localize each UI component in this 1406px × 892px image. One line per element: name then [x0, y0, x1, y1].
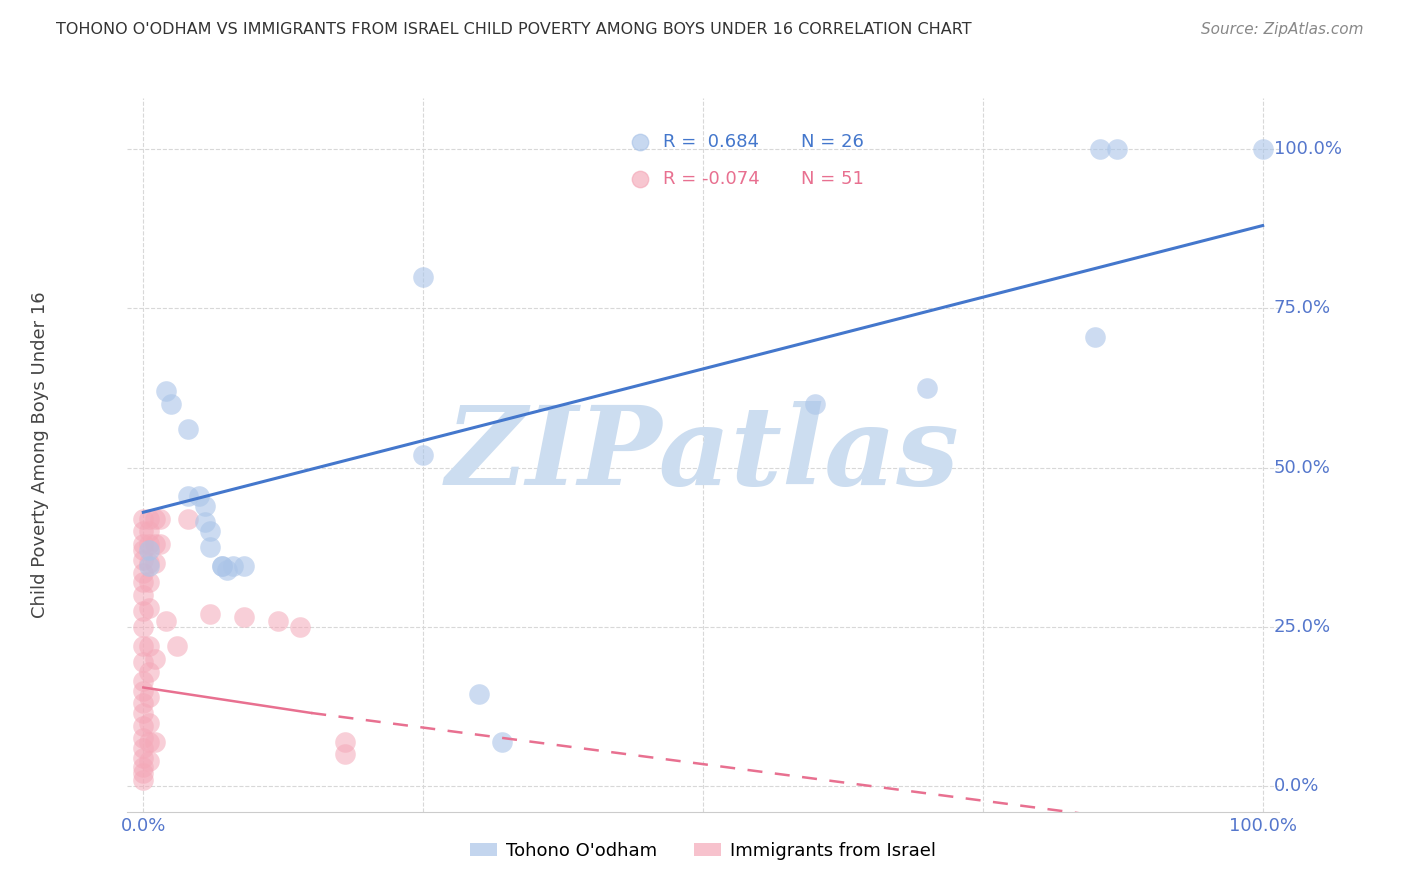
- Point: [217, 563, 239, 577]
- Point: [628, 172, 651, 186]
- Text: N = 51: N = 51: [801, 170, 863, 188]
- Point: [138, 543, 160, 558]
- Point: [233, 559, 256, 574]
- Point: [138, 537, 160, 551]
- Point: [132, 760, 155, 774]
- Point: [333, 734, 356, 748]
- Text: Child Poverty Among Boys Under 16: Child Poverty Among Boys Under 16: [31, 292, 49, 618]
- Text: ZIPatlas: ZIPatlas: [446, 401, 960, 508]
- Point: [804, 397, 827, 411]
- Point: [149, 511, 172, 525]
- Point: [138, 665, 160, 679]
- Point: [288, 620, 311, 634]
- Text: 25.0%: 25.0%: [1274, 618, 1331, 636]
- Point: [138, 754, 160, 768]
- Point: [143, 511, 166, 525]
- Text: 75.0%: 75.0%: [1274, 300, 1331, 318]
- Point: [132, 772, 155, 787]
- Point: [194, 515, 217, 529]
- Point: [132, 575, 155, 590]
- Text: TOHONO O'ODHAM VS IMMIGRANTS FROM ISRAEL CHILD POVERTY AMONG BOYS UNDER 16 CORRE: TOHONO O'ODHAM VS IMMIGRANTS FROM ISRAEL…: [56, 22, 972, 37]
- Point: [138, 715, 160, 730]
- Point: [132, 731, 155, 746]
- Text: R = -0.074: R = -0.074: [662, 170, 759, 188]
- Text: Source: ZipAtlas.com: Source: ZipAtlas.com: [1201, 22, 1364, 37]
- Point: [211, 559, 233, 574]
- Point: [132, 766, 155, 780]
- Point: [412, 269, 434, 284]
- Point: [177, 422, 200, 436]
- Point: [166, 639, 188, 653]
- Point: [412, 448, 434, 462]
- Point: [138, 575, 160, 590]
- Point: [160, 397, 183, 411]
- Point: [211, 559, 233, 574]
- Point: [132, 511, 155, 525]
- Point: [143, 734, 166, 748]
- Point: [233, 610, 256, 624]
- Point: [155, 384, 177, 399]
- Point: [132, 639, 155, 653]
- Point: [188, 489, 211, 503]
- Point: [491, 734, 513, 748]
- Point: [138, 556, 160, 570]
- Point: [155, 614, 177, 628]
- Point: [132, 604, 155, 618]
- Point: [132, 566, 155, 580]
- Point: [628, 135, 651, 149]
- Point: [194, 499, 217, 513]
- Point: [132, 588, 155, 602]
- Point: [132, 537, 155, 551]
- Point: [132, 524, 155, 539]
- Text: 0.0%: 0.0%: [1274, 777, 1319, 796]
- Point: [1084, 330, 1107, 344]
- Point: [200, 541, 222, 555]
- Text: 50.0%: 50.0%: [1274, 458, 1330, 476]
- Point: [333, 747, 356, 762]
- Point: [177, 511, 200, 525]
- Point: [132, 750, 155, 764]
- Point: [132, 674, 155, 689]
- Point: [132, 655, 155, 669]
- Point: [132, 697, 155, 711]
- Point: [138, 690, 160, 704]
- Text: 100.0%: 100.0%: [1274, 140, 1341, 158]
- Point: [149, 537, 172, 551]
- Point: [138, 600, 160, 615]
- Point: [132, 543, 155, 558]
- Text: N = 26: N = 26: [801, 133, 863, 151]
- Point: [200, 524, 222, 539]
- Point: [1090, 142, 1112, 156]
- Point: [143, 652, 166, 666]
- Point: [915, 381, 938, 395]
- Point: [1107, 142, 1129, 156]
- Point: [138, 524, 160, 539]
- Point: [138, 734, 160, 748]
- Point: [143, 556, 166, 570]
- Text: R =  0.684: R = 0.684: [662, 133, 759, 151]
- Point: [132, 741, 155, 756]
- Point: [138, 559, 160, 574]
- Legend: Tohono O'odham, Immigrants from Israel: Tohono O'odham, Immigrants from Israel: [463, 835, 943, 867]
- Point: [138, 639, 160, 653]
- Point: [468, 687, 491, 701]
- Point: [1251, 142, 1274, 156]
- Point: [266, 614, 288, 628]
- Point: [222, 559, 245, 574]
- Point: [132, 683, 155, 698]
- Point: [132, 719, 155, 733]
- Point: [177, 489, 200, 503]
- Point: [200, 607, 222, 622]
- Point: [138, 511, 160, 525]
- Point: [132, 706, 155, 720]
- Point: [132, 553, 155, 567]
- Point: [132, 620, 155, 634]
- Point: [143, 537, 166, 551]
